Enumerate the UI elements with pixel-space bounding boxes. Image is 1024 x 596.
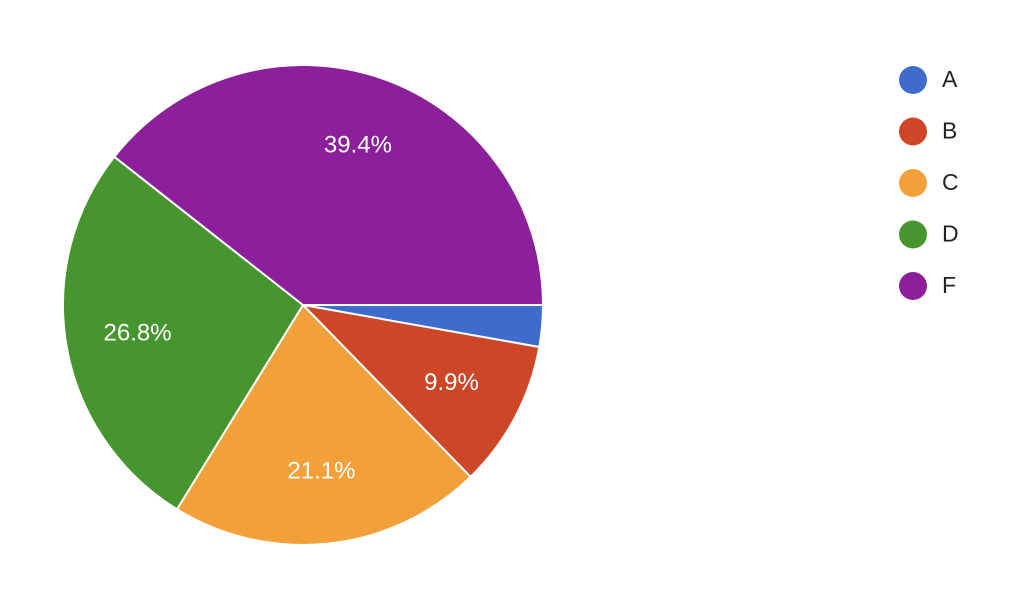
slice-label: 39.4% (324, 132, 392, 159)
legend-marker (899, 169, 927, 197)
legend-marker (899, 117, 927, 146)
pie-slice (62, 155, 305, 511)
legend-marker (899, 220, 927, 249)
pie-slice (300, 303, 541, 479)
legend-marker (899, 66, 927, 94)
pie-slice (175, 303, 472, 546)
legend-marker (899, 272, 927, 300)
slice-label: 26.8% (104, 320, 172, 347)
legend-label: C (942, 169, 959, 195)
legend-label: D (942, 221, 959, 247)
pie-slice (112, 64, 545, 306)
legend-label: F (942, 272, 956, 298)
slice-label: 9.9% (424, 369, 479, 396)
legend-label: A (942, 66, 958, 92)
slice-label: 21.1% (287, 457, 355, 484)
legend-label: B (942, 118, 957, 144)
